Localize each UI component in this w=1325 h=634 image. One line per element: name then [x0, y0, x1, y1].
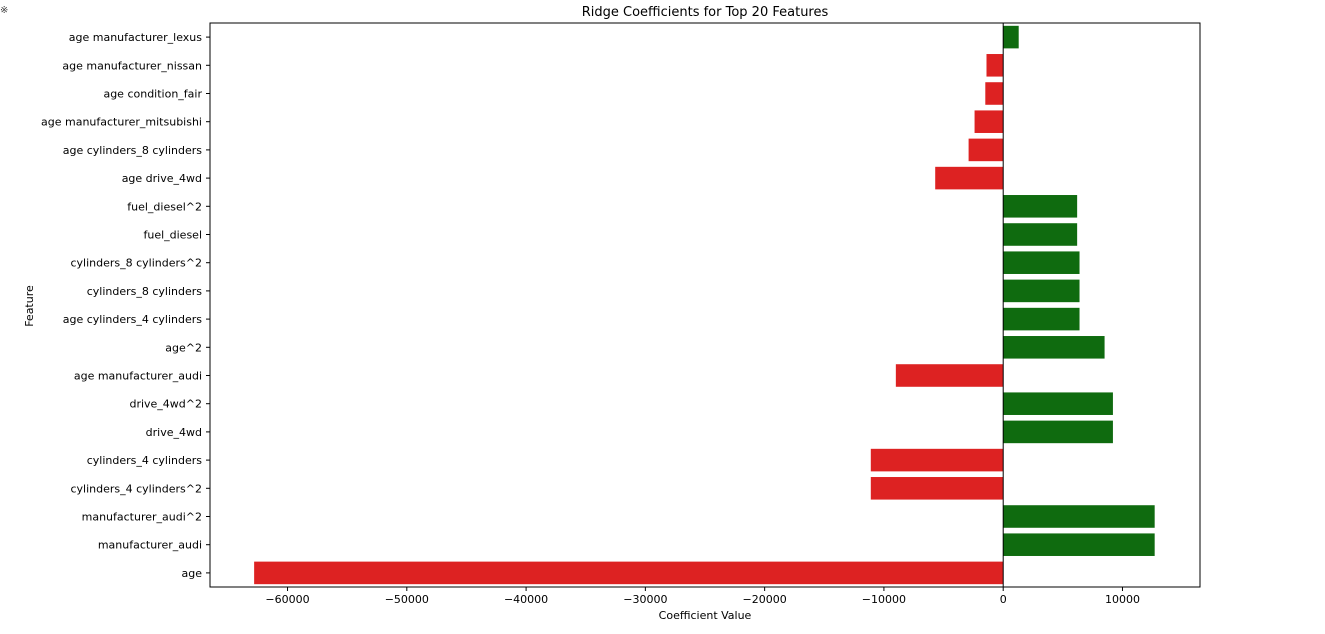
- y-tick-label: age manufacturer_lexus: [69, 31, 203, 44]
- corner-glyph: ※: [0, 5, 9, 16]
- bar: [895, 364, 1004, 387]
- x-tick-label: −10000: [862, 593, 906, 606]
- bar: [1003, 195, 1078, 218]
- y-tick-label: age: [182, 567, 203, 580]
- bar: [985, 82, 1004, 105]
- bar: [1003, 307, 1080, 331]
- x-axis: −60000 −50000 −40000 −30000 −20000 −10000 0 100…: [265, 587, 1140, 606]
- bar: [935, 166, 1004, 190]
- y-tick-label: cylinders_8 cylinders^2: [70, 257, 202, 270]
- x-tick-label: 0: [1000, 593, 1007, 606]
- x-tick-label: −20000: [743, 593, 787, 606]
- y-tick-label: age^2: [165, 341, 202, 354]
- y-tick-label: age drive_4wd: [122, 172, 202, 185]
- y-tick-label: fuel_diesel: [143, 229, 202, 242]
- y-tick-label: cylinders_4 cylinders: [87, 454, 203, 467]
- y-tick-label: age condition_fair: [103, 88, 202, 101]
- bar: [974, 110, 1004, 133]
- bar: [254, 561, 1004, 585]
- bars-group: [254, 25, 1155, 585]
- y-tick-label: age manufacturer_mitsubishi: [41, 116, 202, 129]
- bar: [986, 54, 1004, 77]
- bar: [1003, 336, 1105, 359]
- bar: [1003, 420, 1113, 444]
- y-tick-label: cylinders_8 cylinders: [87, 285, 203, 298]
- bar: [1003, 505, 1155, 528]
- x-axis-label: Coefficient Value: [659, 609, 752, 622]
- y-axis-label: Feature: [23, 285, 36, 327]
- x-tick-label: −30000: [623, 593, 667, 606]
- bar: [1003, 279, 1080, 303]
- bar: [1003, 251, 1080, 274]
- y-tick-label: age manufacturer_nissan: [62, 59, 202, 72]
- bar: [1003, 392, 1113, 415]
- y-tick-label: manufacturer_audi^2: [82, 511, 202, 524]
- chart-title: Ridge Coefficients for Top 20 Features: [582, 5, 829, 20]
- y-tick-label: drive_4wd: [146, 426, 202, 439]
- y-tick-label: age cylinders_8 cylinders: [63, 144, 203, 157]
- bar: [1003, 25, 1019, 49]
- y-tick-label: cylinders_4 cylinders^2: [70, 482, 202, 495]
- y-tick-label: manufacturer_audi: [98, 539, 202, 552]
- y-tick-label: age cylinders_4 cylinders: [63, 313, 203, 326]
- x-tick-label: −40000: [504, 593, 548, 606]
- plot-frame: [209, 22, 1201, 588]
- bar: [1003, 533, 1155, 556]
- x-tick-label: 10000: [1105, 593, 1140, 606]
- bar: [1003, 223, 1078, 246]
- bar: [968, 138, 1004, 162]
- y-tick-label: age manufacturer_audi: [74, 370, 202, 383]
- y-tick-label: fuel_diesel^2: [127, 200, 202, 213]
- bar: [870, 477, 1004, 500]
- bar: [870, 448, 1004, 472]
- y-tick-label: drive_4wd^2: [129, 398, 202, 411]
- x-tick-label: −50000: [385, 593, 429, 606]
- x-tick-label: −60000: [265, 593, 309, 606]
